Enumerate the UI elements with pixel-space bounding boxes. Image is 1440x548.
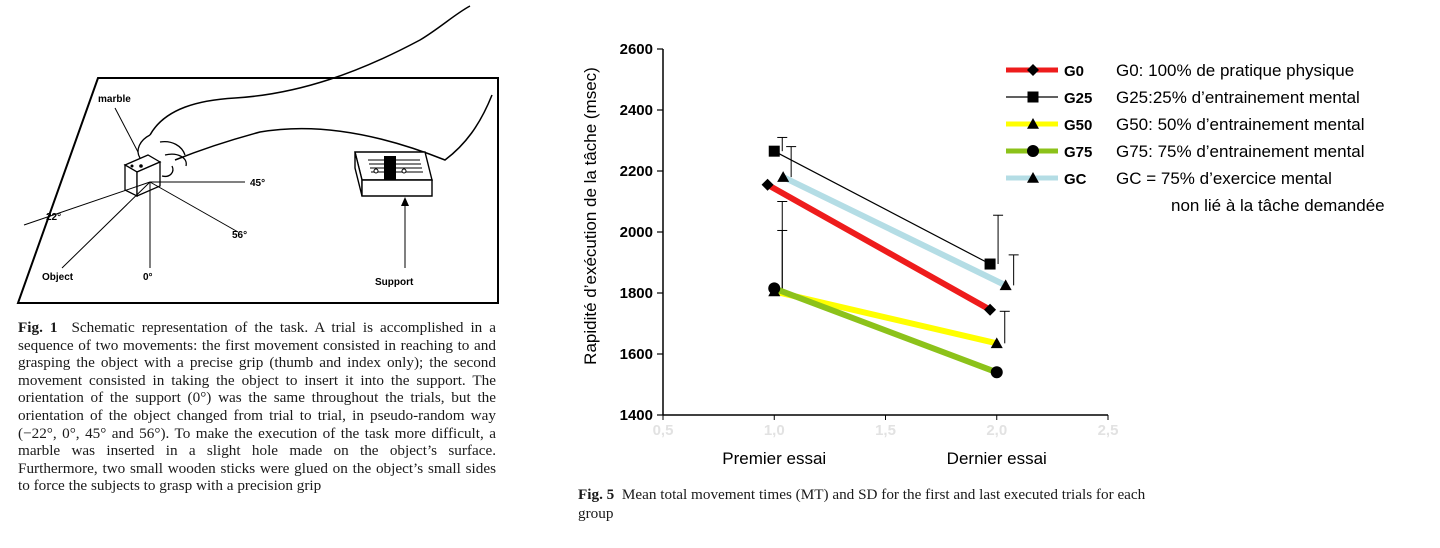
data-point-g25 [984, 258, 996, 270]
category-label: Dernier essai [947, 449, 1047, 468]
y-tick-label: 2000 [620, 224, 653, 241]
legend-marker-g0 [1027, 64, 1039, 76]
fig1-caption-label: Fig. 1 [18, 319, 58, 336]
fig5-line-chart: 1400 1600 1800 2000 2200 2400 2600 0,5 1,0 1,5 2,0… [581, 41, 1385, 468]
data-point-g0 [761, 178, 774, 191]
label-support: Support [375, 277, 414, 288]
data-point-g50 [990, 337, 1003, 349]
arm-outline [149, 5, 471, 136]
legend-marker-g50 [1027, 118, 1039, 129]
legend-name-g75: G75 [1064, 144, 1092, 161]
legend-description-gc: GC = 75% d’exercice mental [1116, 169, 1332, 188]
legend-name-g50: G50 [1064, 117, 1092, 134]
legend-name-g0: G0 [1064, 63, 1084, 80]
fig5-caption-label: Fig. 5 [578, 486, 615, 503]
x-tick-label: 1,0 [764, 422, 785, 439]
data-point-g75 [768, 282, 781, 295]
chart-legend: G0 G0: 100% de pratique physique G25 G25:25… [1006, 61, 1385, 215]
table-outline [16, 77, 499, 304]
fig5-caption-text: Mean total movement times (MT) and SD fo… [578, 486, 1146, 522]
y-tick-label: 2200 [620, 163, 653, 180]
series-line-g25 [773, 150, 991, 265]
legend-description-g75: G75: 75% d’entrainement mental [1116, 142, 1365, 161]
legend-name-gc: GC [1064, 171, 1087, 188]
legend-description-g50: G50: 50% d’entrainement mental [1116, 115, 1365, 134]
y-tick-label: 1800 [620, 285, 653, 302]
x-tick-label: 1,5 [875, 422, 896, 439]
data-point-g25 [768, 145, 780, 157]
label-45deg: 45° [250, 178, 265, 189]
y-tick-label: 1400 [620, 407, 653, 424]
label-56deg: 56° [232, 230, 247, 241]
arm-outline-lower [174, 94, 493, 161]
legend-marker-g75 [1027, 145, 1039, 157]
orientation-lines [23, 107, 245, 269]
legend-name-g25: G25 [1064, 90, 1092, 107]
y-tick-label: 2400 [620, 102, 653, 119]
support-arrowhead [401, 197, 409, 206]
data-point-gc [999, 279, 1012, 291]
data-point-gc [777, 171, 790, 182]
object-block [123, 154, 162, 198]
legend-description-continuation: non lié à la tâche demandée [1171, 196, 1385, 215]
label-0deg: 0° [143, 272, 153, 283]
legend-marker-gc [1027, 172, 1039, 183]
x-tick-label: 2,0 [986, 422, 1007, 439]
series-line-gc [780, 174, 1009, 289]
label-object: Object [42, 272, 74, 283]
fig1-caption-text: Schematic representation of the task. A … [18, 319, 497, 495]
x-tick-label: 2,5 [1098, 422, 1119, 439]
data-point-g0 [984, 303, 997, 316]
chart-axes [662, 49, 1108, 416]
y-tick-label: 2600 [620, 41, 653, 58]
category-label: Premier essai [722, 449, 826, 468]
label-22deg: 22° [46, 212, 61, 223]
legend-description-g0: G0: 100% de pratique physique [1116, 61, 1354, 80]
fig5-caption: Fig. 5 Mean total movement times (MT) an… [578, 485, 1178, 523]
y-axis-label: Rapidité d’exécution de la tâche (msec) [581, 67, 600, 365]
fig1-caption: Fig. 1 Schematic representation of the t… [18, 319, 496, 495]
series-line-g0 [764, 181, 994, 313]
x-tick-label: 0,5 [653, 422, 674, 439]
label-marble: marble [98, 94, 131, 105]
fig1-task-illustration: marble 45° 22° 56° Object 0° Support [16, 5, 499, 304]
data-point-g75 [990, 366, 1003, 379]
support-block [354, 151, 433, 197]
chart-ticks: 1400 1600 1800 2000 2200 2400 2600 0,5 1,0 1,5 2,0… [620, 41, 1119, 468]
y-tick-label: 1600 [620, 346, 653, 363]
legend-marker-g25 [1027, 91, 1039, 103]
chart-series [761, 136, 1019, 379]
hand-fingers [137, 134, 187, 178]
series-line-g75 [771, 285, 1000, 376]
legend-description-g25: G25:25% d’entrainement mental [1116, 88, 1360, 107]
